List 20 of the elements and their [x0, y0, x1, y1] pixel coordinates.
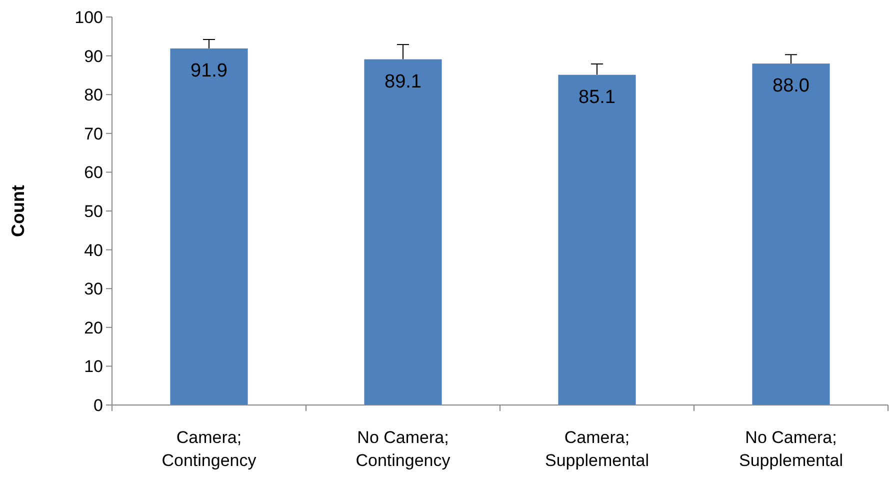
x-tick-label: No Camera; Contingency — [356, 428, 451, 470]
x-tick-label: No Camera; Supplemental — [739, 428, 843, 470]
y-tick-label: 80 — [84, 86, 103, 105]
y-tick-label: 40 — [84, 240, 103, 260]
y-tick-label: 0 — [94, 396, 103, 415]
y-tick-label: 90 — [84, 46, 103, 66]
x-tick-label: Camera; Contingency — [162, 428, 257, 470]
y-tick-label: 10 — [84, 357, 103, 376]
y-tick-label: 70 — [84, 124, 103, 144]
data-label: 85.1 — [578, 86, 616, 108]
y-tick-label: 50 — [84, 202, 103, 221]
data-label: 89.1 — [384, 71, 422, 92]
data-label: 88.0 — [772, 76, 810, 97]
y-tick-label: 30 — [84, 280, 103, 299]
x-tick-label: Camera; Supplemental — [545, 428, 649, 470]
y-tick-label: 60 — [84, 163, 103, 182]
y-tick-label: 20 — [84, 318, 103, 338]
y-axis-title: Count — [8, 185, 28, 237]
data-label: 91.9 — [190, 60, 228, 82]
y-tick-label: 100 — [74, 8, 103, 27]
